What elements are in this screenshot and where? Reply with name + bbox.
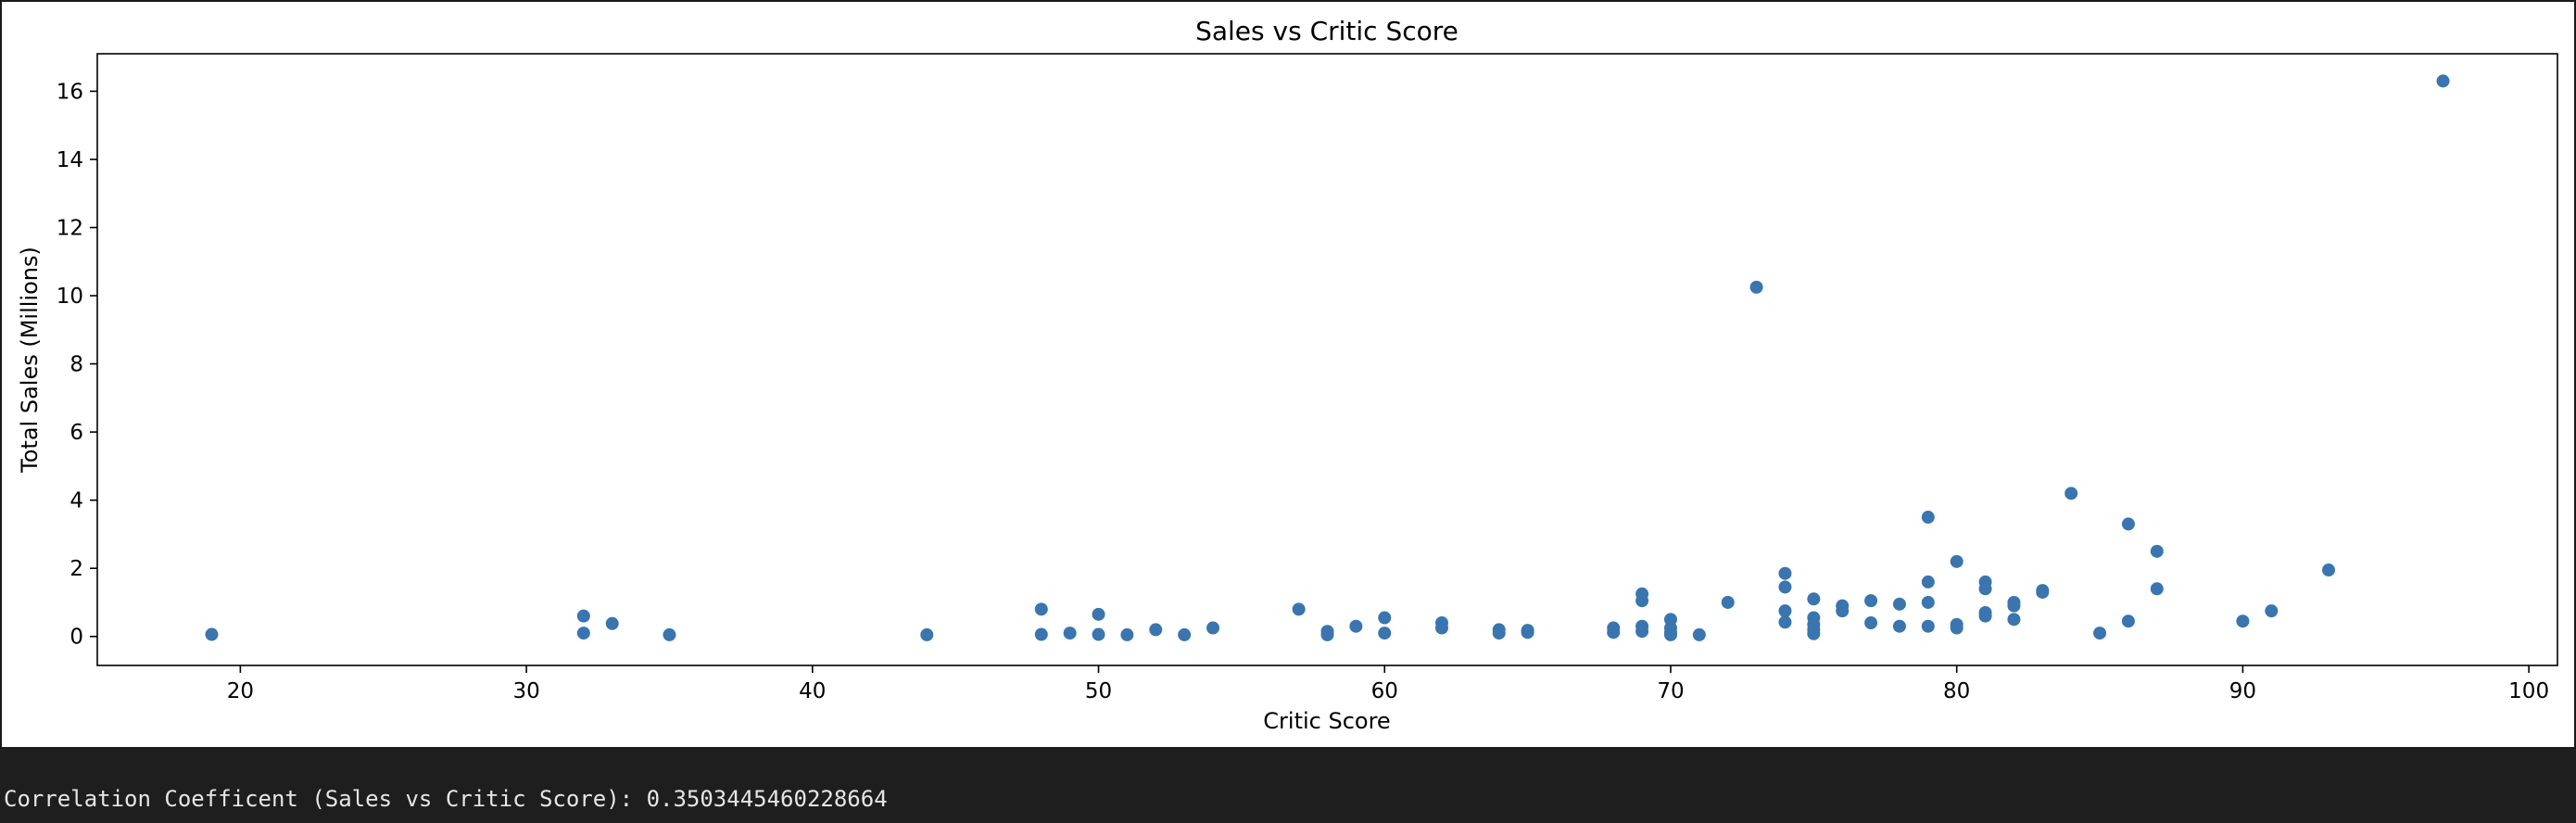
y-tick-label: 2 [69,557,83,581]
data-point [2265,604,2279,618]
data-point [1778,604,1792,618]
y-tick-label: 10 [57,285,83,309]
figure-panel: Sales vs Critic Score 20 30 40 50 60 70 80 90 10… [0,0,2576,749]
data-point [1063,627,1077,640]
data-point [1950,554,1964,568]
data-point [1378,611,1392,625]
data-point [1635,594,1649,608]
data-point [205,627,219,641]
data-point [1635,625,1649,639]
data-point [1978,609,1992,623]
data-point [2093,627,2107,640]
data-point [2036,585,2050,599]
data-point [2436,74,2450,88]
x-tick-label: 30 [512,679,539,703]
y-tick-label: 6 [69,421,83,445]
data-point [1178,627,1192,641]
data-point [920,627,934,641]
data-point [1978,582,1992,596]
y-tick-label: 16 [57,80,83,104]
data-point [1607,626,1621,639]
x-tick-label: 90 [2229,679,2256,703]
data-point [1836,604,1850,618]
data-point [1921,595,1935,609]
y-tick-label: 0 [69,626,83,650]
data-point [2121,614,2135,628]
data-point [1892,619,1906,633]
data-point [1749,280,1763,294]
data-point [2007,599,2021,613]
data-point [1092,627,1105,641]
y-tick-label: 12 [57,217,83,241]
data-point [1092,607,1105,621]
data-point [1721,595,1735,609]
data-point [1864,594,1878,608]
data-point [1034,627,1048,641]
correlation-output: Correlation Coefficent (Sales vs Critic … [4,786,888,812]
data-point [663,627,676,641]
data-point [1921,511,1935,525]
y-tick-label: 14 [57,148,83,172]
data-point [1778,566,1792,580]
y-tick-label: 8 [69,353,83,377]
x-axis-label: Critic Score [1263,708,1390,734]
data-point [605,616,619,630]
data-point [1807,592,1821,606]
data-point [1892,597,1906,611]
data-point [1692,627,1706,641]
data-point [1521,626,1534,639]
scatter-chart: Sales vs Critic Score 20 30 40 50 60 70 80 90 10… [17,16,2558,734]
x-tick-label: 50 [1085,679,1112,703]
x-tick-label: 100 [2508,679,2549,703]
y-axis: 0 2 4 6 8 10 12 14 16 [57,80,97,650]
data-point [1492,627,1506,640]
data-point [1434,621,1448,635]
data-point [1921,619,1935,633]
data-point [1349,619,1363,633]
data-point [2236,614,2250,628]
data-point [1120,627,1134,641]
data-point [1378,627,1392,640]
y-tick-label: 4 [69,489,83,513]
data-point [576,609,590,623]
data-point [1807,627,1821,640]
data-point [1292,602,1306,616]
data-point [2121,517,2135,531]
x-tick-label: 70 [1657,679,1684,703]
data-point [1778,615,1792,629]
data-point [2007,613,2021,627]
data-point [2065,487,2078,500]
y-axis-label: Total Sales (Millions) [17,247,43,474]
data-point [2150,582,2164,596]
data-point [1034,602,1048,616]
data-point [1950,621,1964,635]
data-point [1921,575,1935,589]
chart-title: Sales vs Critic Score [1195,16,1458,46]
data-point [2150,544,2164,558]
x-tick-label: 60 [1371,679,1398,703]
data-point [1206,621,1220,635]
data-point [2322,563,2336,577]
data-point [1864,616,1878,630]
x-axis: 20 30 40 50 60 70 80 90 100 [227,665,2549,703]
plot-area-frame [96,53,2558,666]
data-points [205,74,2450,641]
data-point [1663,627,1677,641]
x-tick-label: 40 [799,679,826,703]
data-point [576,627,590,640]
x-tick-label: 20 [227,679,254,703]
data-point [1149,623,1163,637]
x-tick-label: 80 [1943,679,1970,703]
data-point [1320,627,1334,641]
data-point [1778,580,1792,594]
